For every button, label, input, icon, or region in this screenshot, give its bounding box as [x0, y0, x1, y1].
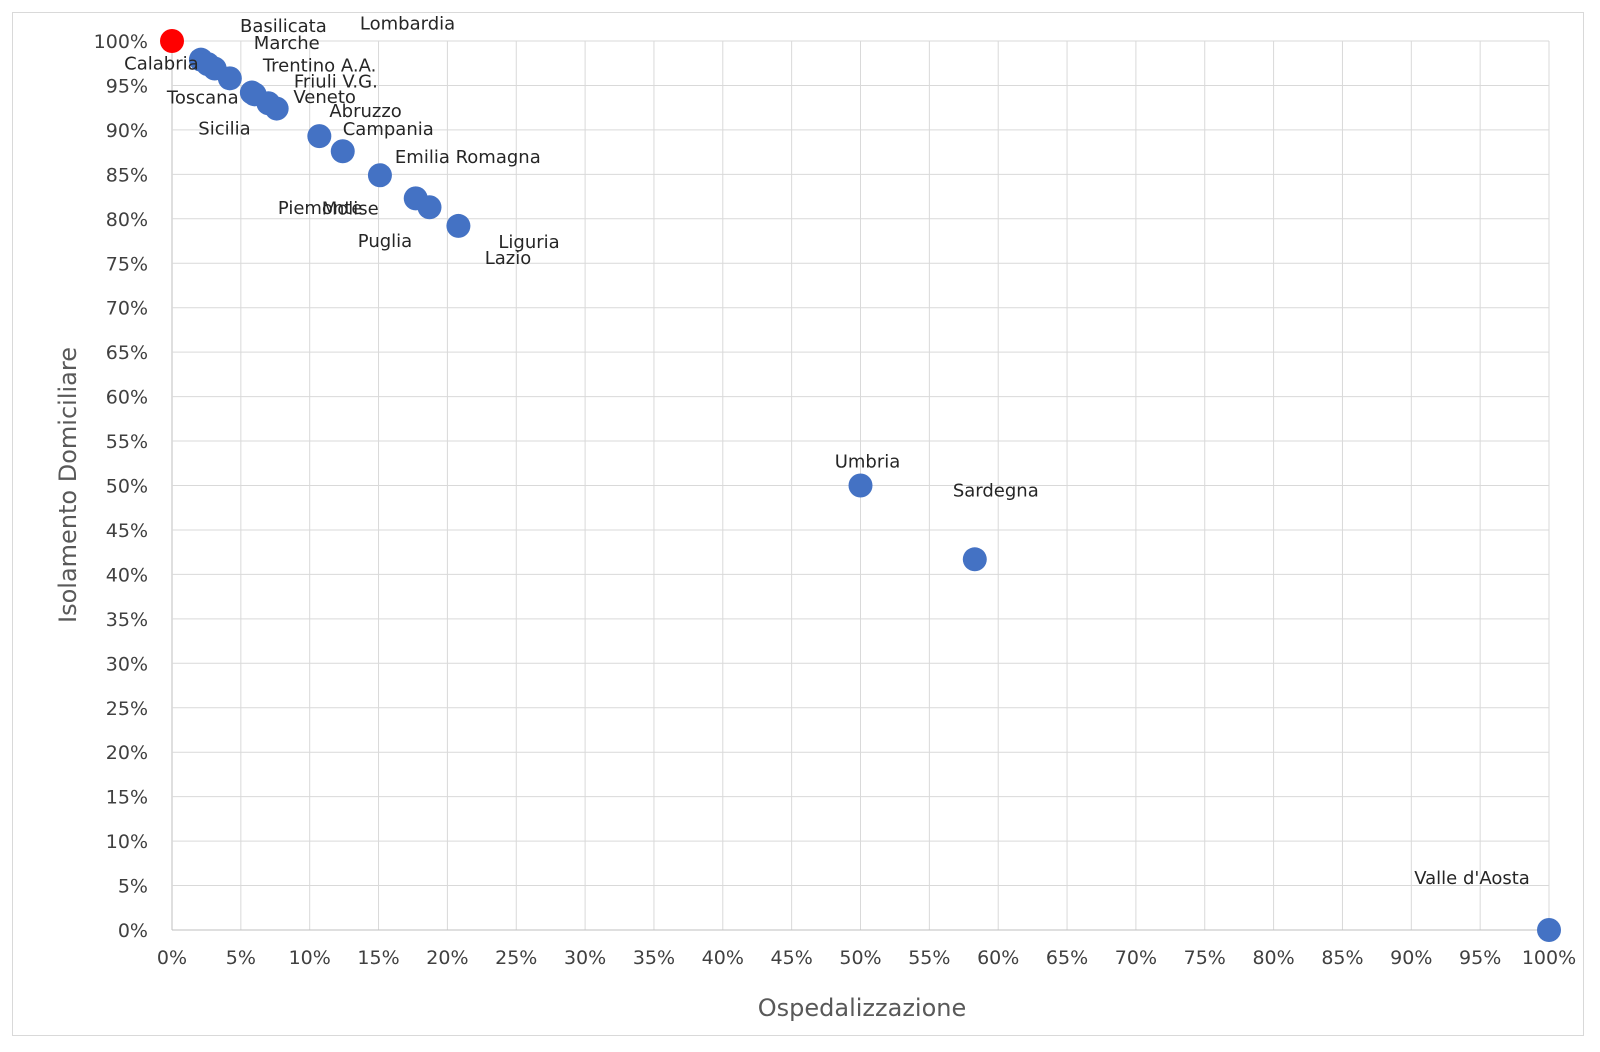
data-label: Sardegna	[953, 480, 1039, 501]
data-label: Puglia	[358, 231, 412, 252]
x-tick-label: 0%	[157, 947, 187, 969]
chart-frame	[12, 12, 1584, 1036]
data-label: Piemonte	[278, 198, 363, 219]
x-tick-label: 40%	[702, 947, 744, 969]
y-tick-label: 70%	[106, 298, 148, 320]
y-tick-label: 20%	[106, 742, 148, 764]
x-tick-label: 95%	[1459, 947, 1501, 969]
x-tick-label: 90%	[1390, 947, 1432, 969]
data-label: Abruzzo	[329, 101, 401, 122]
data-point	[307, 124, 332, 149]
y-axis-title: Isolamento Domiciliare	[54, 347, 82, 623]
x-tick-label: 75%	[1184, 947, 1226, 969]
data-point	[217, 66, 242, 91]
data-point	[160, 29, 184, 53]
data-label: Veneto	[293, 87, 356, 108]
data-label: Umbria	[835, 452, 901, 473]
x-tick-label: 80%	[1252, 947, 1294, 969]
data-label: Sicilia	[198, 119, 250, 140]
x-tick-label: 10%	[289, 947, 331, 969]
data-label: Basilicata	[240, 16, 327, 37]
y-tick-label: 50%	[106, 476, 148, 498]
y-tick-label: 15%	[106, 787, 148, 809]
x-tick-label: 5%	[226, 947, 256, 969]
x-tick-label: 60%	[977, 947, 1019, 969]
y-tick-label: 35%	[106, 609, 148, 631]
x-tick-label: 15%	[357, 947, 399, 969]
y-tick-label: 60%	[106, 387, 148, 409]
x-tick-label: 20%	[426, 947, 468, 969]
y-tick-label: 65%	[106, 342, 148, 364]
x-tick-label: 85%	[1321, 947, 1363, 969]
data-label: Liguria	[498, 232, 559, 253]
data-point	[962, 547, 987, 572]
data-label: Trentino A.A.	[262, 55, 376, 76]
y-tick-label: 10%	[106, 831, 148, 853]
x-tick-label: 50%	[839, 947, 881, 969]
y-tick-label: 75%	[106, 253, 148, 275]
data-label: Campania	[343, 119, 434, 140]
data-point	[264, 96, 289, 121]
data-point	[417, 195, 442, 220]
point-labels-layer: Basilicata Lombardia Marche Calabria Trentin…	[124, 14, 1530, 889]
y-axis-ticks: 0% 5% 10% 15% 20% 25% 30% 35% 40% 45% 50% 55% 60% 65%…	[94, 31, 148, 942]
data-label: Lazio	[485, 248, 532, 269]
data-label: Calabria	[124, 54, 199, 75]
grid-layer	[171, 40, 1550, 931]
y-tick-label: 55%	[106, 431, 148, 453]
x-tick-label: 100%	[1522, 947, 1576, 969]
x-axis-ticks: 0% 5% 10% 15% 20% 25% 30% 35% 40% 45% 50% 55% 60% 65%…	[157, 947, 1576, 969]
data-label: Marche	[254, 33, 320, 54]
data-label: Molise	[322, 198, 379, 219]
y-tick-label: 25%	[106, 698, 148, 720]
data-point	[330, 139, 355, 164]
y-tick-label: 90%	[106, 120, 148, 142]
data-label: Toscana	[166, 87, 239, 108]
data-label: Lombardia	[360, 14, 455, 35]
y-tick-label: 85%	[106, 164, 148, 186]
data-label: Emilia Romagna	[395, 147, 541, 168]
x-tick-label: 65%	[1046, 947, 1088, 969]
data-label: Valle d'Aosta	[1414, 868, 1530, 889]
y-tick-label: 95%	[106, 75, 148, 97]
data-point	[367, 163, 392, 188]
data-point	[446, 213, 471, 238]
x-tick-label: 35%	[633, 947, 675, 969]
points-layer	[160, 29, 1561, 942]
x-tick-label: 30%	[564, 947, 606, 969]
y-tick-label: 100%	[94, 31, 148, 53]
x-tick-label: 45%	[771, 947, 813, 969]
data-label: Friuli V.G.	[294, 72, 378, 93]
data-point	[1537, 918, 1561, 942]
x-tick-label: 25%	[495, 947, 537, 969]
y-tick-label: 80%	[106, 209, 148, 231]
y-tick-label: 40%	[106, 564, 148, 586]
y-tick-label: 0%	[118, 920, 148, 942]
y-tick-label: 45%	[106, 520, 148, 542]
x-tick-label: 70%	[1115, 947, 1157, 969]
y-tick-label: 5%	[118, 876, 148, 898]
x-tick-label: 55%	[908, 947, 950, 969]
x-axis-title: Ospedalizzazione	[758, 994, 967, 1022]
data-point	[848, 473, 873, 498]
y-tick-label: 30%	[106, 653, 148, 675]
